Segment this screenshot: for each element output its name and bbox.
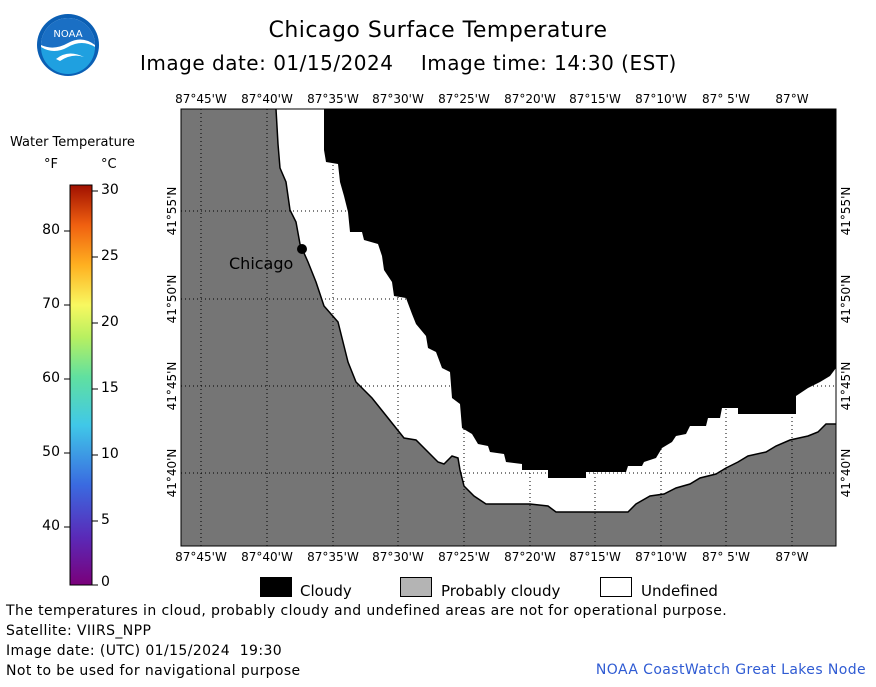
map-title: Chicago Surface Temperature: [268, 18, 608, 43]
lon-label: 87°20'W: [504, 550, 556, 564]
lat-label: 41°40'N: [839, 449, 853, 498]
cloudy-region: [324, 109, 836, 478]
lon-label: 87°35'W: [307, 92, 359, 106]
graticule: [181, 109, 836, 546]
right-lat-labels: 41°55'N 41°50'N 41°45'N 41°40'N: [839, 187, 853, 498]
legend-title: Water Temperature: [10, 135, 135, 150]
cloudy-label: Cloudy: [300, 582, 352, 600]
f-tick-label: 80: [42, 222, 60, 238]
lon-label: 87°25'W: [438, 92, 490, 106]
undefined-swatch: [600, 577, 632, 597]
disclaimer-text: The temperatures in cloud, probably clou…: [6, 603, 728, 619]
c-tick-label: 15: [101, 380, 119, 396]
coastline: [275, 108, 836, 513]
chicago-label: Chicago: [229, 254, 293, 273]
f-tick-label: 60: [42, 370, 60, 386]
c-tick-label: 20: [101, 314, 119, 330]
chicago-marker-icon: [297, 244, 307, 254]
f-tick-label: 50: [42, 444, 60, 460]
lon-label: 87°30'W: [372, 550, 424, 564]
noaa-logo-icon: NOAA: [37, 14, 99, 76]
lat-label: 41°50'N: [165, 275, 179, 324]
f-tick-label: 70: [42, 296, 60, 312]
unit-celsius: °C: [101, 157, 117, 172]
map-border: [180, 108, 837, 547]
temperature-color-scale: [69, 184, 93, 586]
lon-label: 87°45'W: [175, 550, 227, 564]
lon-label: 87°20'W: [504, 92, 556, 106]
lat-label: 41°45'N: [839, 362, 853, 411]
unit-fahrenheit: °F: [44, 157, 58, 172]
lon-label: 87°25'W: [438, 550, 490, 564]
top-lon-labels: 87°45'W 87°40'W 87°35'W 87°30'W 87°25'W …: [175, 92, 809, 106]
image-datetime: Image date: 01/15/2024 Image time: 14:30…: [140, 51, 677, 75]
lat-label: 41°50'N: [839, 275, 853, 324]
left-lat-labels: 41°55'N 41°50'N 41°45'N 41°40'N: [165, 187, 179, 498]
probably-cloudy-label: Probably cloudy: [441, 582, 561, 600]
c-tick-label: 30: [101, 182, 119, 198]
undefined-label: Undefined: [641, 582, 718, 600]
image-time-label: Image time: 14:30 (EST): [420, 51, 677, 75]
credit-text: NOAA CoastWatch Great Lakes Node: [595, 662, 866, 678]
lon-label: 87° 5'W: [702, 92, 750, 106]
image-date-label: Image date: 01/15/2024: [140, 51, 394, 75]
lat-label: 41°45'N: [165, 362, 179, 411]
satellite-text: Satellite: VIIRS_NPP: [6, 623, 152, 639]
lon-label: 87°15'W: [569, 550, 621, 564]
logo-text: NOAA: [53, 29, 82, 40]
lon-label: 87°W: [775, 550, 808, 564]
c-tick-label: 5: [101, 512, 110, 528]
c-tick-label: 0: [101, 574, 110, 590]
lon-label: 87°30'W: [372, 92, 424, 106]
bottom-lon-labels: 87°45'W 87°40'W 87°35'W 87°30'W 87°25'W …: [175, 550, 809, 564]
lon-label: 87°15'W: [569, 92, 621, 106]
lon-label: 87°10'W: [635, 92, 687, 106]
lon-label: 87°10'W: [635, 550, 687, 564]
scale-ticks: [64, 190, 98, 586]
lon-label: 87°45'W: [175, 92, 227, 106]
lat-label: 41°40'N: [165, 449, 179, 498]
lon-label: 87° 5'W: [702, 550, 750, 564]
probably-cloudy-swatch: [400, 577, 432, 597]
c-tick-label: 25: [101, 248, 119, 264]
lon-label: 87°35'W: [307, 550, 359, 564]
f-tick-label: 40: [42, 518, 60, 534]
lon-label: 87°40'W: [241, 92, 293, 106]
navigation-warning: Not to be used for navigational purpose: [6, 663, 301, 679]
lat-label: 41°55'N: [839, 187, 853, 236]
lon-label: 87°40'W: [241, 550, 293, 564]
cloudy-swatch: [260, 577, 292, 597]
lon-label: 87°W: [775, 92, 808, 106]
utc-date-text: Image date: (UTC) 01/15/2024 19:30: [6, 643, 283, 659]
c-tick-label: 10: [101, 446, 119, 462]
lat-label: 41°55'N: [165, 187, 179, 236]
